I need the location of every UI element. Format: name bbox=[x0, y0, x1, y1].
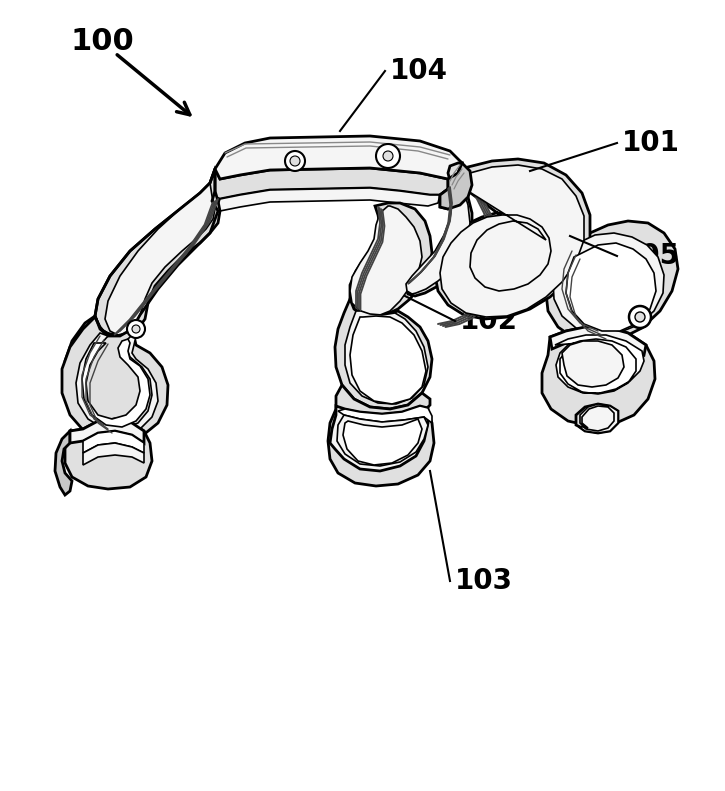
Circle shape bbox=[635, 312, 645, 322]
Polygon shape bbox=[65, 419, 152, 489]
Polygon shape bbox=[405, 183, 472, 296]
Circle shape bbox=[132, 325, 140, 333]
Polygon shape bbox=[350, 203, 432, 317]
Polygon shape bbox=[546, 221, 678, 343]
Circle shape bbox=[383, 151, 393, 161]
Polygon shape bbox=[572, 243, 660, 337]
Polygon shape bbox=[440, 163, 466, 209]
Polygon shape bbox=[330, 406, 428, 471]
Polygon shape bbox=[95, 169, 220, 336]
Polygon shape bbox=[562, 341, 624, 387]
Polygon shape bbox=[83, 431, 144, 453]
Polygon shape bbox=[218, 188, 440, 211]
Polygon shape bbox=[406, 183, 470, 294]
Polygon shape bbox=[566, 243, 656, 331]
Polygon shape bbox=[105, 183, 215, 335]
Polygon shape bbox=[210, 168, 448, 199]
Polygon shape bbox=[350, 316, 426, 404]
Polygon shape bbox=[215, 136, 462, 179]
Polygon shape bbox=[343, 419, 422, 465]
Text: 105: 105 bbox=[622, 242, 680, 270]
Polygon shape bbox=[576, 404, 618, 433]
Polygon shape bbox=[82, 339, 150, 427]
Circle shape bbox=[629, 306, 651, 328]
Polygon shape bbox=[76, 333, 158, 433]
Polygon shape bbox=[338, 406, 432, 423]
Polygon shape bbox=[55, 431, 72, 495]
Polygon shape bbox=[440, 163, 472, 209]
Polygon shape bbox=[555, 335, 644, 394]
Polygon shape bbox=[345, 311, 428, 404]
Text: 104: 104 bbox=[390, 57, 448, 85]
Polygon shape bbox=[62, 317, 168, 441]
Polygon shape bbox=[542, 327, 655, 426]
Polygon shape bbox=[337, 415, 428, 466]
Text: 102: 102 bbox=[460, 307, 518, 335]
Polygon shape bbox=[65, 316, 160, 431]
Text: 101: 101 bbox=[622, 129, 680, 157]
Polygon shape bbox=[553, 233, 664, 334]
Polygon shape bbox=[550, 327, 646, 355]
Polygon shape bbox=[328, 385, 434, 486]
Polygon shape bbox=[350, 206, 422, 315]
Circle shape bbox=[285, 151, 305, 171]
Text: 103: 103 bbox=[455, 567, 513, 595]
Circle shape bbox=[290, 156, 300, 166]
Polygon shape bbox=[83, 443, 144, 465]
Polygon shape bbox=[435, 159, 590, 319]
Polygon shape bbox=[578, 404, 618, 433]
Polygon shape bbox=[440, 165, 584, 317]
Polygon shape bbox=[335, 299, 432, 409]
Text: 100: 100 bbox=[70, 27, 133, 55]
Circle shape bbox=[376, 144, 400, 168]
Circle shape bbox=[127, 320, 145, 338]
Polygon shape bbox=[70, 419, 144, 443]
